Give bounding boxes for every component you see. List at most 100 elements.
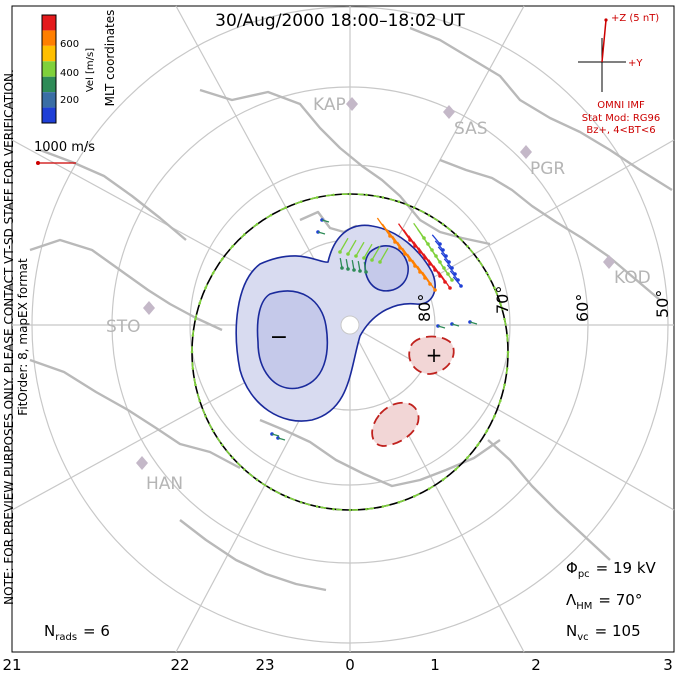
station-marker: [143, 301, 155, 315]
velocity-vector: [469, 321, 478, 325]
velocity-vector-origin: [370, 258, 374, 262]
mlt-tick-1: 1: [430, 656, 440, 674]
boundary-vector: [204, 286, 207, 290]
colorbar-tick-200: 200: [60, 95, 79, 106]
boundary-vector: [498, 301, 502, 305]
boundary-vector: [315, 505, 319, 508]
mlt-tick-2: 2: [531, 656, 541, 674]
imf-model-line1: Stat Mod: RG96: [582, 113, 661, 124]
mlt-tick-22: 22: [170, 656, 189, 674]
imf-vector-tip: [604, 18, 608, 22]
velocity-vector: [401, 247, 416, 267]
boundary-vector: [427, 213, 431, 217]
lat-label-50: 50°: [653, 290, 672, 318]
imf-vector: [601, 19, 607, 63]
boundary-vector: [255, 222, 259, 226]
velocity-vector-origin: [346, 267, 350, 271]
boundary-vector: [493, 286, 496, 290]
station-marker: [136, 456, 148, 470]
velocity-vector: [406, 253, 421, 273]
boundary-vector: [506, 350, 510, 354]
velocity-vector: [271, 433, 280, 437]
velocity-colorbar: [41, 14, 57, 124]
boundary-vector: [498, 399, 502, 403]
boundary-vector: [441, 222, 445, 226]
boundary-vector: [220, 443, 224, 447]
mlt-tick-0: 0: [345, 656, 355, 674]
colorbar-tick-600: 600: [60, 39, 79, 50]
boundary-vector: [191, 334, 195, 337]
velocity-vector: [339, 237, 349, 253]
boundary-vector: [198, 399, 202, 403]
positive-potential-cell: [408, 335, 455, 375]
imf-y-label: +Y: [628, 58, 643, 69]
velocity-vector: [446, 264, 456, 275]
boundary-vector: [299, 200, 303, 204]
coastline-scandinavia: [29, 238, 223, 332]
reference-vector-label: 1000 m/s: [34, 140, 95, 155]
boundary-vector: [332, 193, 335, 197]
velocity-vector: [431, 234, 441, 245]
preview-note: NOTE: FOR PREVIEW PURPOSES ONLY. PLEASE …: [0, 0, 36, 674]
meridian: [349, 324, 525, 653]
boundary-vector: [485, 429, 489, 433]
fit-statistics: Φpc = 19 kV ΛHM = 70° Nvc = 105 Nrads = 6: [44, 559, 657, 643]
velocity-vector: [347, 239, 357, 255]
boundary-vector: [194, 383, 197, 387]
velocity-vector: [321, 219, 330, 223]
preview-note-line1: NOTE: FOR PREVIEW PURPOSES ONLY. PLEASE …: [2, 69, 16, 605]
boundary-vector: [503, 383, 506, 387]
boundary-vector: [365, 193, 368, 197]
latitude-labels: 80° 70° 60° 50°: [415, 286, 672, 322]
velocity-vector: [427, 259, 441, 277]
boundary-vector: [269, 487, 273, 491]
boundary-vector: [284, 495, 288, 498]
radar-stations: [136, 97, 615, 470]
boundary-vector: [231, 456, 234, 460]
boundary-vector: [454, 233, 458, 236]
station-label-pgr: PGR: [530, 159, 565, 179]
boundary-vector: [505, 334, 509, 337]
boundary-vector: [493, 414, 496, 418]
boundary-vector: [348, 508, 352, 512]
boundary-vector: [476, 443, 480, 447]
boundary-vector: [441, 478, 445, 482]
station-label-kod: KOD: [614, 268, 651, 288]
velocity-vector: [402, 229, 416, 247]
boundary-vector: [348, 192, 352, 196]
positive-potential-marker: +: [426, 343, 443, 367]
boundary-vector: [194, 317, 197, 321]
velocity-vector: [449, 270, 459, 281]
boundary-vector: [242, 468, 246, 471]
velocity-vector: [434, 240, 444, 251]
velocity-vector: [451, 323, 460, 327]
boundary-vector: [299, 500, 303, 504]
velocity-vector: [411, 259, 426, 279]
boundary-vector: [190, 350, 194, 354]
velocity-vector: [421, 271, 436, 291]
velocity-vector: [412, 241, 426, 259]
boundary-vector: [466, 244, 469, 248]
boundary-vector: [503, 317, 506, 321]
boundary-vector: [485, 271, 489, 275]
colorbar-tick-400: 400: [60, 68, 79, 79]
boundary-vector: [505, 367, 509, 370]
station-label-kap: KAP: [313, 95, 346, 115]
velocity-vector: [371, 245, 381, 261]
lat-label-60: 60°: [573, 294, 592, 322]
velocity-vector: [277, 437, 286, 441]
boundary-vector: [412, 495, 416, 498]
coastlines: [29, 26, 673, 592]
boundary-vector: [381, 196, 385, 199]
coastline-asia-south: [179, 519, 327, 592]
velocity-vector-origin: [448, 286, 452, 290]
pole-marker: [340, 315, 360, 335]
velocity-vector: [391, 235, 406, 255]
velocity-vector: [376, 217, 391, 237]
boundary-vector: [397, 500, 401, 504]
negative-potential-inner-small: [364, 245, 409, 292]
reference-vector: [36, 161, 76, 165]
velocity-vector-origin: [340, 266, 344, 270]
colorbar-ticks: 600 400 200: [60, 39, 79, 106]
lat-label-70: 70°: [493, 286, 512, 314]
